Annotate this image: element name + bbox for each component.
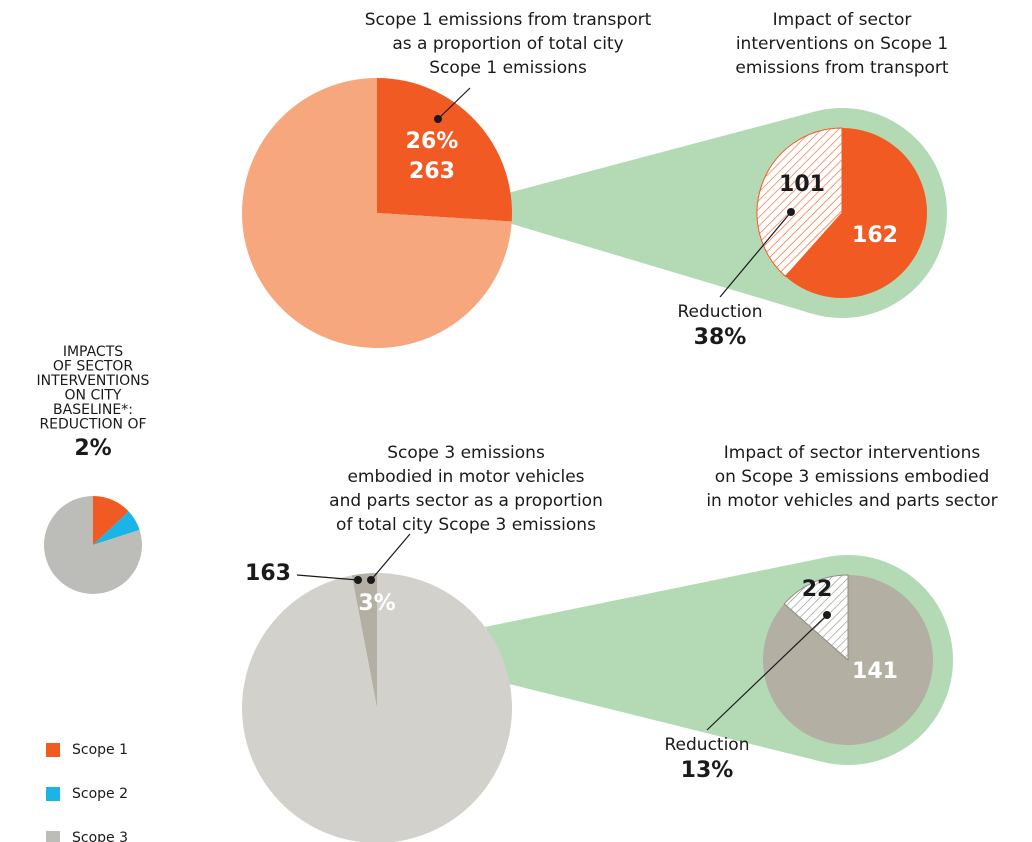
legend-label: Scope 1 — [72, 742, 128, 758]
pie-slice — [44, 496, 143, 594]
value-label: 26% — [406, 129, 459, 154]
value-label: 162 — [852, 223, 898, 248]
chart-title-line: IMPACTS — [63, 344, 123, 360]
pie-slice — [785, 128, 927, 298]
chart-title-line: ON CITY — [65, 388, 122, 404]
leader-line — [719, 211, 792, 298]
leader-line — [706, 614, 828, 731]
annotation: Reduction — [678, 302, 763, 322]
legend-swatch — [46, 831, 60, 842]
leader-line — [370, 533, 411, 581]
chart-title-line: Scope 1 emissions — [429, 58, 587, 78]
chart-title-line: and parts sector as a proportion — [329, 491, 603, 511]
connector-wedge — [455, 111, 816, 314]
pie-slice — [93, 496, 129, 545]
chart-title-line: in motor vehicles and parts sector — [706, 491, 997, 511]
leader-dot — [354, 576, 362, 584]
reduction-label: 38% — [694, 325, 747, 350]
background-layer — [372, 111, 827, 762]
chart-title-line: BASELINE*: — [53, 402, 133, 418]
chart-title-line: interventions on Scope 1 — [736, 34, 948, 54]
chart-title-line: Impact of sector interventions — [724, 443, 981, 463]
amount-label: 163 — [245, 561, 291, 586]
legend-label: Scope 3 — [72, 830, 128, 842]
chart-title-line: as a proportion of total city — [392, 34, 623, 54]
value-label: 101 — [779, 172, 825, 197]
reduction-label: 13% — [681, 758, 734, 783]
chart-title-line: embodied in motor vehicles — [347, 467, 584, 487]
legend-swatch — [46, 787, 60, 801]
pie-slice — [351, 573, 377, 708]
pie-slice — [377, 78, 512, 222]
pie-slice — [783, 574, 849, 662]
chart-title-line: of total city Scope 3 emissions — [336, 515, 596, 535]
pie-slice — [756, 127, 843, 278]
leader-line — [296, 574, 359, 581]
annotation: Reduction — [665, 735, 750, 755]
value-label: 3% — [358, 591, 395, 616]
connector-wedge — [372, 557, 827, 762]
legend-swatch — [46, 743, 60, 757]
pie-slice — [242, 573, 512, 842]
value-label: 22 — [802, 577, 833, 602]
leader-dot — [367, 576, 375, 584]
chart-title-line: Scope 3 emissions — [387, 443, 545, 463]
chart-title-line: Impact of sector — [773, 10, 912, 30]
chart-title-line: emissions from transport — [735, 58, 948, 78]
foreground-layer: Scope 1 emissions from transport as a pro… — [37, 10, 998, 842]
pie-slice — [241, 78, 512, 348]
chart-title-line: OF SECTOR — [53, 359, 134, 375]
pie-slice — [93, 511, 140, 545]
leader-line — [437, 87, 471, 120]
amount-label: 263 — [409, 159, 455, 184]
chart-title-line: on Scope 3 emissions embodied — [715, 467, 990, 487]
chart-title-line: INTERVENTIONS — [37, 373, 150, 389]
chart-title-line: Scope 1 emissions from transport — [365, 10, 652, 30]
legend-label: Scope 2 — [72, 786, 128, 802]
reduction-label: 2% — [74, 436, 111, 461]
chart-title-line: REDUCTION OF — [39, 417, 146, 433]
value-label: 141 — [852, 659, 898, 684]
leader-dot — [434, 115, 442, 123]
